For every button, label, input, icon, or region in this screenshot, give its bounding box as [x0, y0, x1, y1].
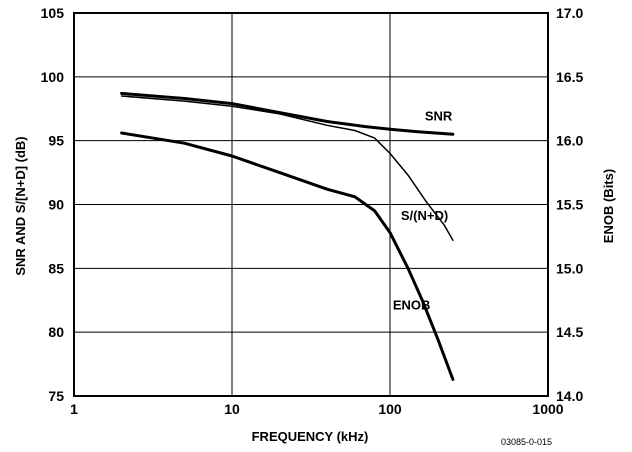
- y-tick-label: 90: [48, 197, 64, 213]
- x-tick-label: 1000: [532, 401, 563, 417]
- y2-tick-label: 17.0: [556, 5, 583, 21]
- curve-label-s-n-d: S/(N+D): [401, 208, 448, 223]
- curve-label-enob: ENOB: [393, 297, 431, 312]
- figure-id: 03085-0-015: [501, 437, 552, 447]
- y2-axis-label: ENOB (Bits): [601, 169, 616, 243]
- series-line-snr: [120, 91, 455, 136]
- y2-tick-label: 15.0: [556, 260, 583, 276]
- y2-tick-label: 15.5: [556, 197, 583, 213]
- curve-labels: SNR S/(N+D) ENOB: [393, 108, 453, 312]
- y-tick-label: 100: [41, 69, 65, 85]
- y2-tick-label: 14.5: [556, 324, 583, 340]
- x-axis-label: FREQUENCY (kHz): [252, 429, 369, 444]
- grid: [74, 13, 548, 396]
- series-line-s-n-d: [120, 95, 454, 241]
- y2-tick-label: 16.0: [556, 133, 583, 149]
- y-tick-label: 75: [48, 388, 64, 404]
- tick-labels: 1 10 100 1000 75 80 85 90 95 100 105 14.0 14.5 15.0 15…: [41, 5, 584, 417]
- y-tick-label: 105: [41, 5, 65, 21]
- y-tick-label: 80: [48, 324, 64, 340]
- y2-tick-label: 16.5: [556, 69, 583, 85]
- plot-border: [73, 12, 549, 397]
- series-line-enob: [120, 131, 455, 381]
- x-tick-label: 1: [70, 401, 78, 417]
- curve-label-snr: SNR: [425, 108, 453, 123]
- series-group: [120, 91, 455, 381]
- plot-frame: [73, 12, 549, 397]
- y2-tick-label: 14.0: [556, 388, 583, 404]
- y-tick-label: 95: [48, 133, 64, 149]
- y-axis-label: SNR AND S/[N+D] (dB): [13, 136, 28, 275]
- y-tick-label: 85: [48, 260, 64, 276]
- x-tick-label: 100: [378, 401, 402, 417]
- x-tick-label: 10: [224, 401, 240, 417]
